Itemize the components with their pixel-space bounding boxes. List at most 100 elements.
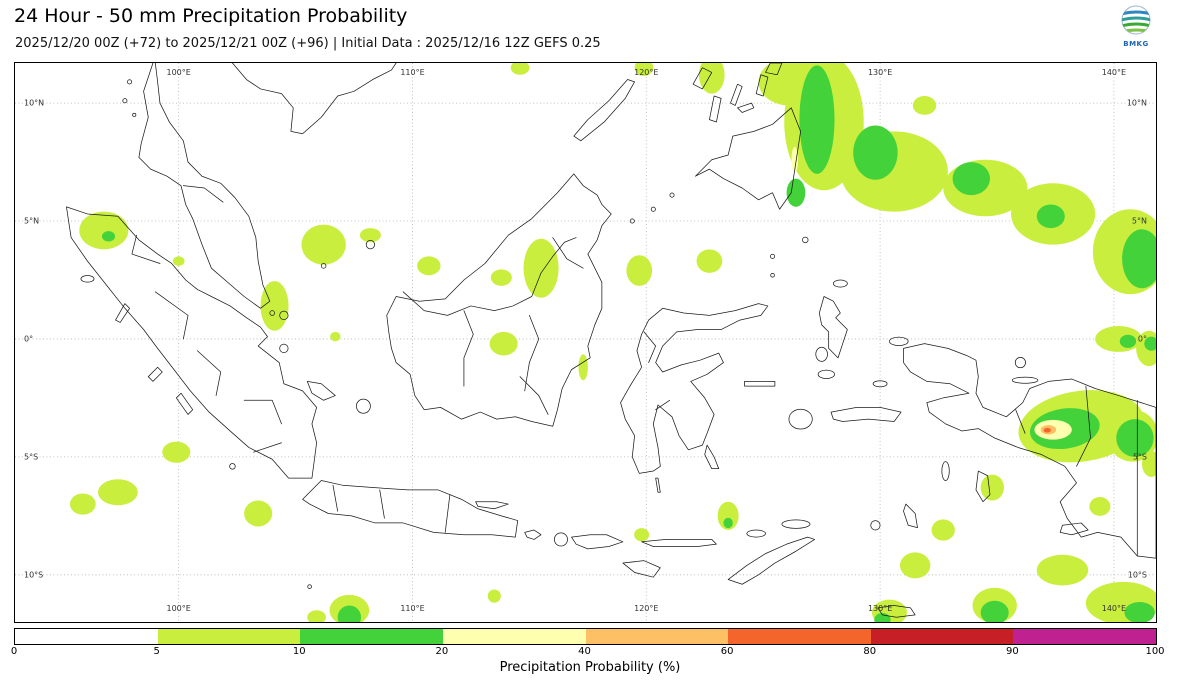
coastline-siberut xyxy=(148,367,162,381)
small-island xyxy=(321,263,326,268)
latitude-label: 5°N xyxy=(24,217,39,226)
border-borneo-malaysia xyxy=(403,238,576,316)
coastline-flores xyxy=(642,539,717,546)
coastline-dolak xyxy=(1060,523,1088,535)
coastline-palawan xyxy=(574,80,635,141)
precip-probability-patch xyxy=(853,125,898,180)
precip-probability-patch xyxy=(98,479,138,506)
small-island xyxy=(1015,357,1025,367)
precip-probability-patch xyxy=(337,605,362,622)
colorbar-tick: 20 xyxy=(435,646,449,657)
borders-java-provinces xyxy=(333,485,450,532)
longitude-label: 120°E xyxy=(634,68,658,77)
latitude-label: 10°N xyxy=(1127,99,1147,108)
coastline-selayar xyxy=(656,478,661,492)
coastline-aru xyxy=(976,471,990,502)
map-frame: 100°E 100°E 110°E 110°E 120°E 120°E 130°E 130°E… xyxy=(14,62,1157,623)
coastlines xyxy=(66,63,1156,617)
precip-probability-patch xyxy=(799,65,835,174)
latitude-label: 10°S xyxy=(24,570,43,579)
longitude-label: 130°E xyxy=(868,604,892,613)
colorbar-tick: 40 xyxy=(578,646,591,657)
coastline-negros xyxy=(709,96,721,122)
precip-probability-patch xyxy=(417,256,441,276)
latitude-label: 0° xyxy=(1138,334,1147,343)
precip-probability-patch xyxy=(1116,419,1154,457)
precip-probability-patch xyxy=(980,474,1005,501)
latitude-label: 0° xyxy=(24,334,33,343)
colorbar-segment xyxy=(1013,629,1156,644)
small-island xyxy=(133,113,136,116)
small-island xyxy=(280,311,288,319)
colorbar-segment xyxy=(300,629,443,644)
precip-probability-patch xyxy=(1036,204,1065,229)
colorbar-tick: 60 xyxy=(720,646,734,657)
precip-probability-patch xyxy=(307,610,326,622)
precip-probability-patch xyxy=(510,63,530,75)
coastline-bohol xyxy=(737,103,753,112)
coastline-papua xyxy=(903,344,1156,559)
small-island xyxy=(123,99,127,103)
small-island xyxy=(651,207,655,211)
page-title: 24 Hour - 50 mm Precipitation Probabilit… xyxy=(14,5,408,27)
small-island xyxy=(630,219,634,223)
small-island xyxy=(818,370,834,378)
precip-probability-patch xyxy=(162,441,191,463)
longitude-label: 100°E xyxy=(167,68,191,77)
borders-sumatra-provinces xyxy=(132,235,282,452)
coastline-melville xyxy=(878,605,915,617)
colorbar-tick-labels: 0 5 10 20 40 60 80 90 100 xyxy=(11,646,1165,659)
colorbar-tick: 80 xyxy=(863,646,877,657)
small-island xyxy=(802,237,808,243)
coastline-pagai xyxy=(176,393,192,414)
bmkg-logo: BMKG xyxy=(1114,4,1158,48)
small-island xyxy=(871,521,880,530)
bmkg-globe-icon xyxy=(1121,5,1151,35)
coastline-bali xyxy=(525,530,541,539)
longitude-label: 140°E xyxy=(1102,604,1126,613)
forecast-period-subtitle: 2025/12/20 00Z (+72) to 2025/12/21 00Z (… xyxy=(15,36,601,51)
colorbar xyxy=(14,628,1157,645)
small-island xyxy=(81,276,94,283)
coastline-nias xyxy=(116,304,130,323)
colorbar-segment xyxy=(15,629,158,644)
coastline-sumba xyxy=(623,561,660,578)
longitude-label: 130°E xyxy=(868,68,892,77)
precip-probability-patch xyxy=(980,600,1009,622)
latitude-label: 5°N xyxy=(1132,217,1147,226)
precip-probability-patch xyxy=(723,517,733,529)
precip-probability-patch xyxy=(487,589,501,603)
small-island xyxy=(554,533,567,546)
precipitation-shading xyxy=(69,63,1156,622)
borders-sulawesi-provinces xyxy=(644,332,670,410)
colorbar-segment xyxy=(728,629,871,644)
coastline-panay xyxy=(693,68,712,89)
colorbar-segment xyxy=(870,629,1014,644)
small-island xyxy=(308,585,312,589)
precip-probability-patch xyxy=(489,331,518,356)
precip-probability-patch xyxy=(244,500,273,527)
colorbar-tick: 90 xyxy=(1006,646,1019,657)
small-island xyxy=(356,399,370,413)
colorbar-segment xyxy=(157,629,301,644)
colorbar-axis-label: Precipitation Probability (%) xyxy=(499,660,681,675)
precip-probability-patch xyxy=(1141,451,1156,477)
latitude-label: 5°S xyxy=(24,452,38,461)
border-thailand-malaysia xyxy=(183,186,223,203)
small-island xyxy=(230,463,236,469)
coastline-sulawesi xyxy=(621,304,768,474)
precip-probability-patch xyxy=(69,493,96,515)
small-island xyxy=(770,254,774,258)
coastline-indochina xyxy=(232,63,396,134)
small-island xyxy=(670,193,674,197)
latitude-label: 10°S xyxy=(1128,570,1147,579)
precip-probability-patch xyxy=(1043,427,1052,433)
precip-probability-patch xyxy=(696,249,723,273)
coastline-leyte xyxy=(756,75,768,96)
small-island xyxy=(1012,377,1038,383)
precip-probability-patch xyxy=(359,228,381,243)
precip-probability-patch xyxy=(490,269,512,286)
coastline-samar xyxy=(766,63,782,75)
coastline-cebu xyxy=(730,84,742,105)
coastline-timor xyxy=(728,537,815,584)
